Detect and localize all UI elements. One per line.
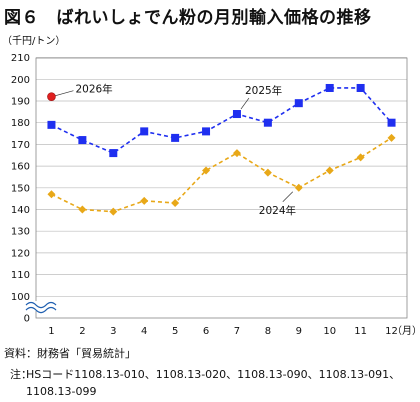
series-line <box>51 137 392 213</box>
label-leader <box>55 90 74 96</box>
data-point-square <box>171 133 180 142</box>
y-tick-label: 0 <box>24 314 30 325</box>
data-point-square <box>47 120 56 129</box>
data-point-diamond <box>325 166 334 175</box>
data-point-square <box>294 99 303 108</box>
x-tick-label: 1 <box>48 326 54 337</box>
y-tick-label: 170 <box>11 140 30 151</box>
plot-frame <box>35 57 408 319</box>
footnote-line: HSコード1108.13-010、1108.13-020、1108.13-090… <box>26 368 401 381</box>
series-label-2026: 2026年 <box>75 83 112 96</box>
data-point-diamond <box>109 207 118 216</box>
data-point-circle <box>47 92 56 101</box>
data-point-square <box>232 110 241 119</box>
y-tick-label: 200 <box>11 75 30 86</box>
axis-break-mask <box>26 301 46 312</box>
data-point-diamond <box>232 149 241 158</box>
x-tick-label: 7 <box>234 326 240 337</box>
y-tick-label: 110 <box>11 270 30 281</box>
y-tick-label: 150 <box>11 183 30 194</box>
data-point-square <box>263 118 272 127</box>
series-labels: 2026年 2025年 2024年 <box>55 83 296 217</box>
y-tick-label: 180 <box>11 118 30 129</box>
x-tick-label: 12 <box>385 326 398 337</box>
x-tick-label: 3 <box>110 326 116 337</box>
label-leader <box>240 97 250 110</box>
data-point-diamond <box>263 168 272 177</box>
x-tick-label: 11 <box>354 326 367 337</box>
data-point-square <box>109 149 118 158</box>
data-point-diamond <box>140 196 149 205</box>
series-line <box>51 87 393 154</box>
x-tick-label: 5 <box>172 326 178 337</box>
data-point-square <box>202 127 211 136</box>
footnote: 注： HSコード1108.13-010、1108.13-020、1108.13-… <box>10 366 401 400</box>
y-tick-label: 210 <box>11 53 30 64</box>
y-tick-label: 140 <box>11 205 30 216</box>
data-point-square <box>387 118 396 127</box>
y-tick-label: 190 <box>11 97 30 108</box>
y-axis-unit: （千円/トン） <box>2 36 66 47</box>
y-tick-label: 120 <box>11 248 30 259</box>
data-point-square <box>325 83 334 92</box>
series-label-2024: 2024年 <box>259 204 296 217</box>
y-tick-label: 160 <box>11 162 30 173</box>
x-tick-label: 4 <box>141 326 147 337</box>
y-tick-label: 100 <box>11 292 30 303</box>
chart-title: 図６ ばれいしょでん粉の月別輸入価格の推移 <box>4 8 372 28</box>
x-tick-label: 8 <box>265 326 271 337</box>
series-label-2025: 2025年 <box>245 84 282 97</box>
data-point-diamond <box>47 190 56 199</box>
data-point-diamond <box>387 133 396 142</box>
data-point-diamond <box>294 183 303 192</box>
data-point-square <box>140 127 149 136</box>
x-axis-unit: （月） <box>392 325 420 337</box>
axis-break-mark <box>25 306 57 314</box>
x-tick-label: 10 <box>323 326 336 337</box>
source-note: 資料：財務省「貿易統計」 <box>4 347 136 360</box>
x-tick-label: 6 <box>203 326 209 337</box>
y-tick-label: 130 <box>11 227 30 238</box>
x-tick-label: 2 <box>79 326 85 337</box>
data-point-diamond <box>78 205 87 214</box>
label-leader <box>282 191 294 203</box>
series-group <box>47 83 396 216</box>
axis-break-mark <box>25 301 57 309</box>
data-point-diamond <box>202 166 211 175</box>
x-tick-label: 9 <box>296 326 302 337</box>
data-point-diamond <box>356 153 365 162</box>
data-point-square <box>356 83 365 92</box>
footnote-line: 1108.13-099 <box>26 385 97 398</box>
data-point-square <box>78 136 87 145</box>
footnote-prefix: 注： <box>10 368 32 381</box>
data-point-diamond <box>171 198 180 207</box>
